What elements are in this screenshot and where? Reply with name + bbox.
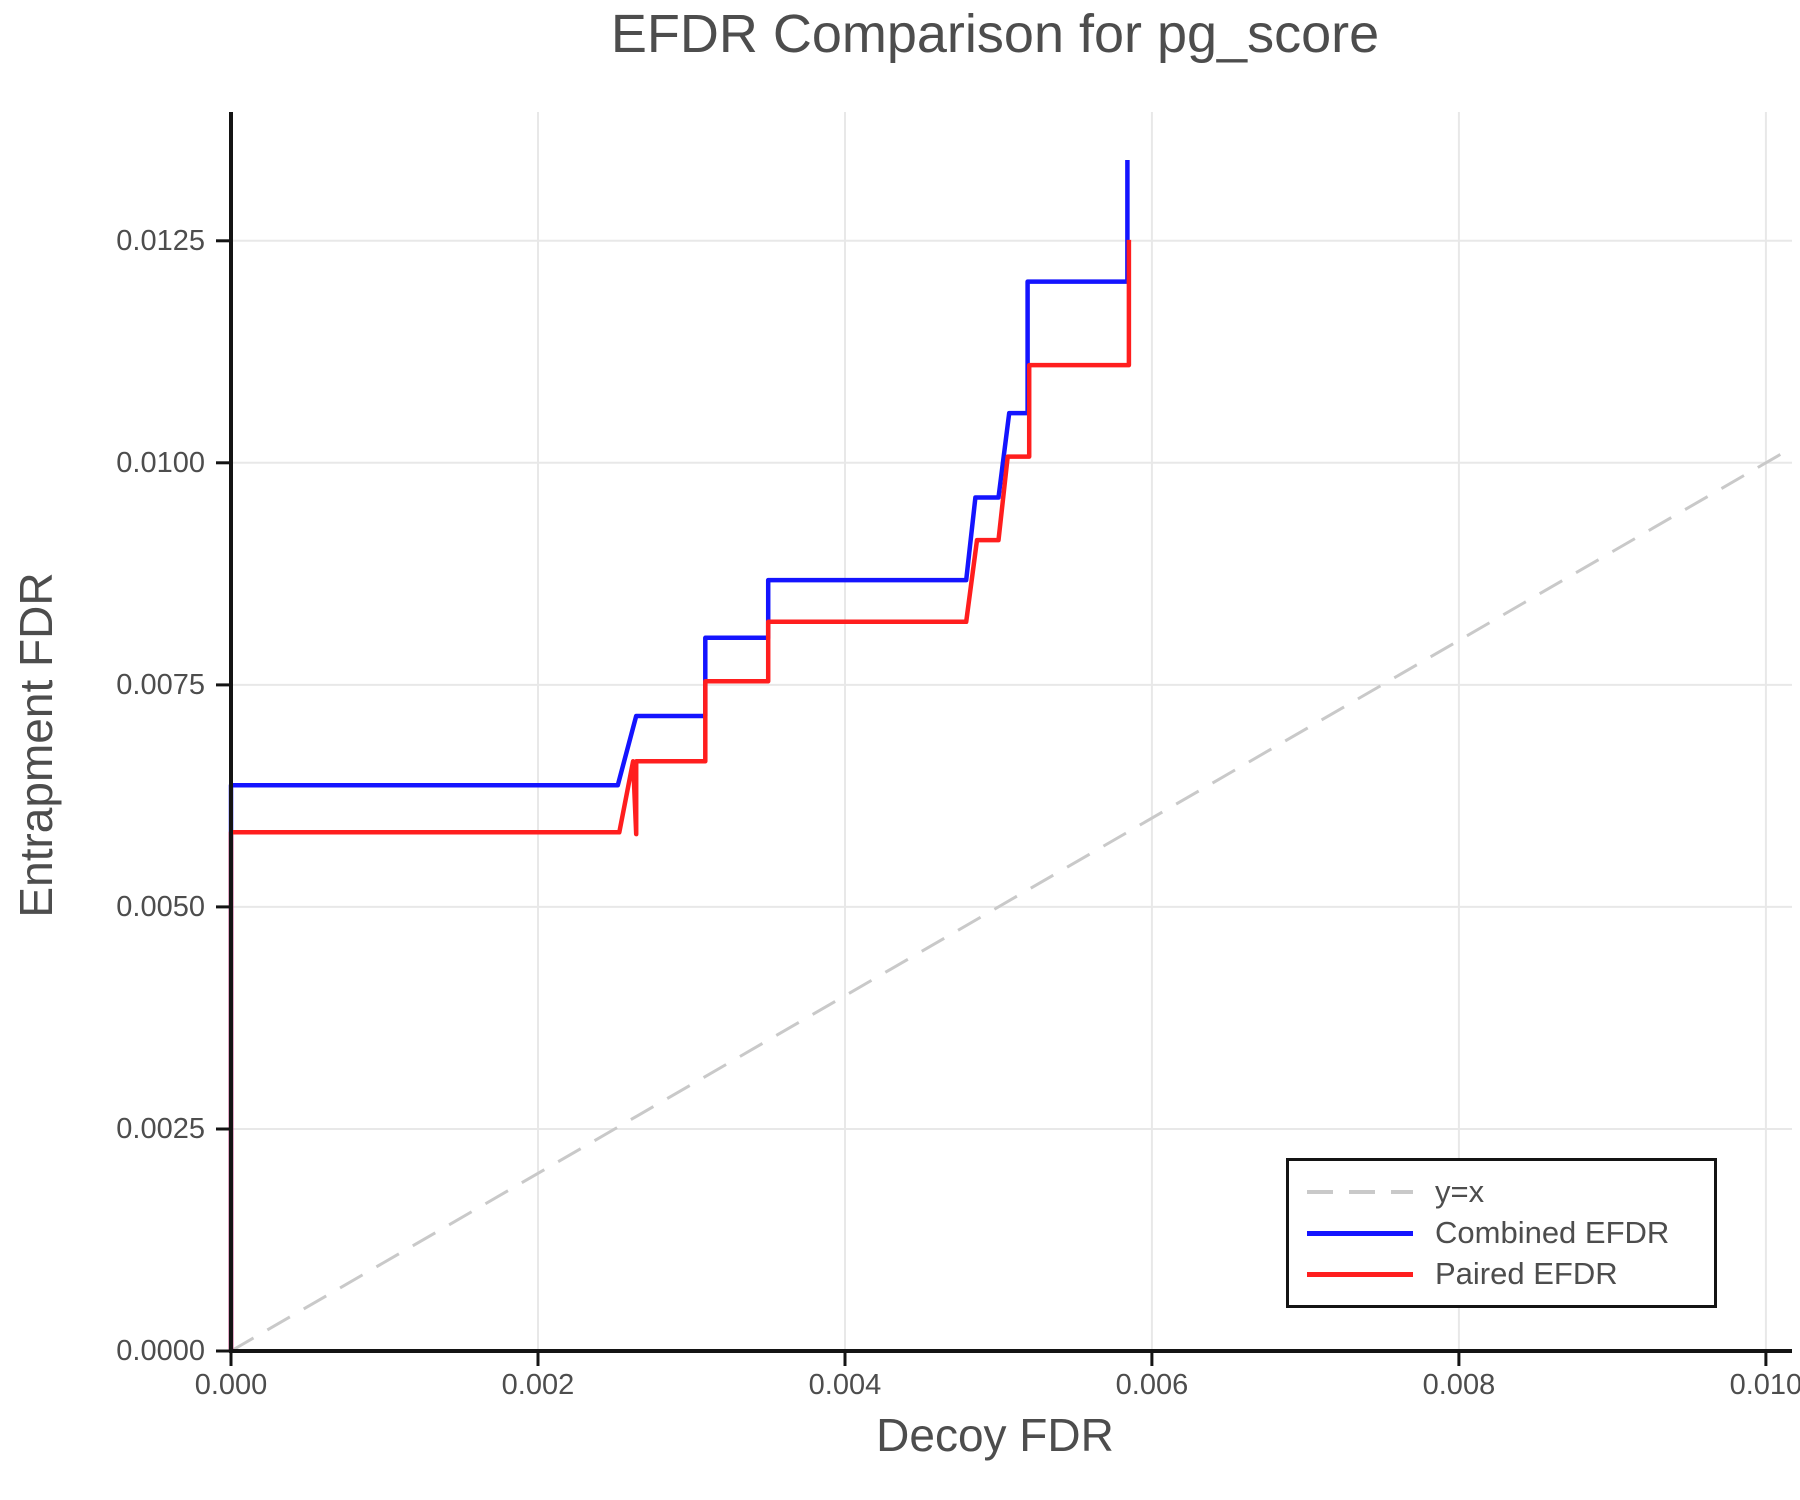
x-axis-label: Decoy FDR [876, 1409, 1114, 1461]
legend-entry-paired-efdr: Paired EFDR [1307, 1256, 1700, 1292]
legend-label-combined-efdr: Combined EFDR [1435, 1215, 1670, 1250]
legend-entry-yx: y=x [1307, 1174, 1700, 1210]
y-tick-label: 0.0075 [116, 668, 205, 701]
series-line-combined-efdr [228, 160, 1130, 1351]
x-tick-label: 0.006 [1115, 1369, 1189, 1401]
x-tick-label: 0.010 [1729, 1369, 1800, 1401]
y-tick-label: 0.0000 [116, 1335, 205, 1367]
legend-entry-combined-efdr: Combined EFDR [1307, 1215, 1700, 1251]
legend-label-paired-efdr: Paired EFDR [1435, 1256, 1618, 1291]
legend-label-yx: y=x [1435, 1174, 1485, 1209]
legend: y=x Combined EFDR Paired EFDR [1286, 1158, 1717, 1308]
y-tick-label: 0.0125 [116, 224, 205, 257]
series-line-y-x [230, 446, 1793, 1353]
x-tick-label: 0.002 [501, 1369, 575, 1401]
x-tick-label: 0.004 [808, 1369, 882, 1401]
legend-line-sample-combined [1307, 1230, 1413, 1236]
series-line-paired-efdr [228, 239, 1132, 1351]
legend-line-sample-dashed [1307, 1190, 1413, 1194]
y-tick-label: 0.0050 [116, 890, 205, 923]
x-tick-label: 0.008 [1422, 1369, 1496, 1401]
chart-title: EFDR Comparison for pg_score [610, 4, 1380, 64]
x-tick-label: 0.000 [194, 1369, 268, 1401]
y-tick-label: 0.0025 [116, 1112, 205, 1145]
legend-line-sample-paired [1307, 1271, 1413, 1277]
y-tick-label: 0.0100 [116, 446, 205, 479]
